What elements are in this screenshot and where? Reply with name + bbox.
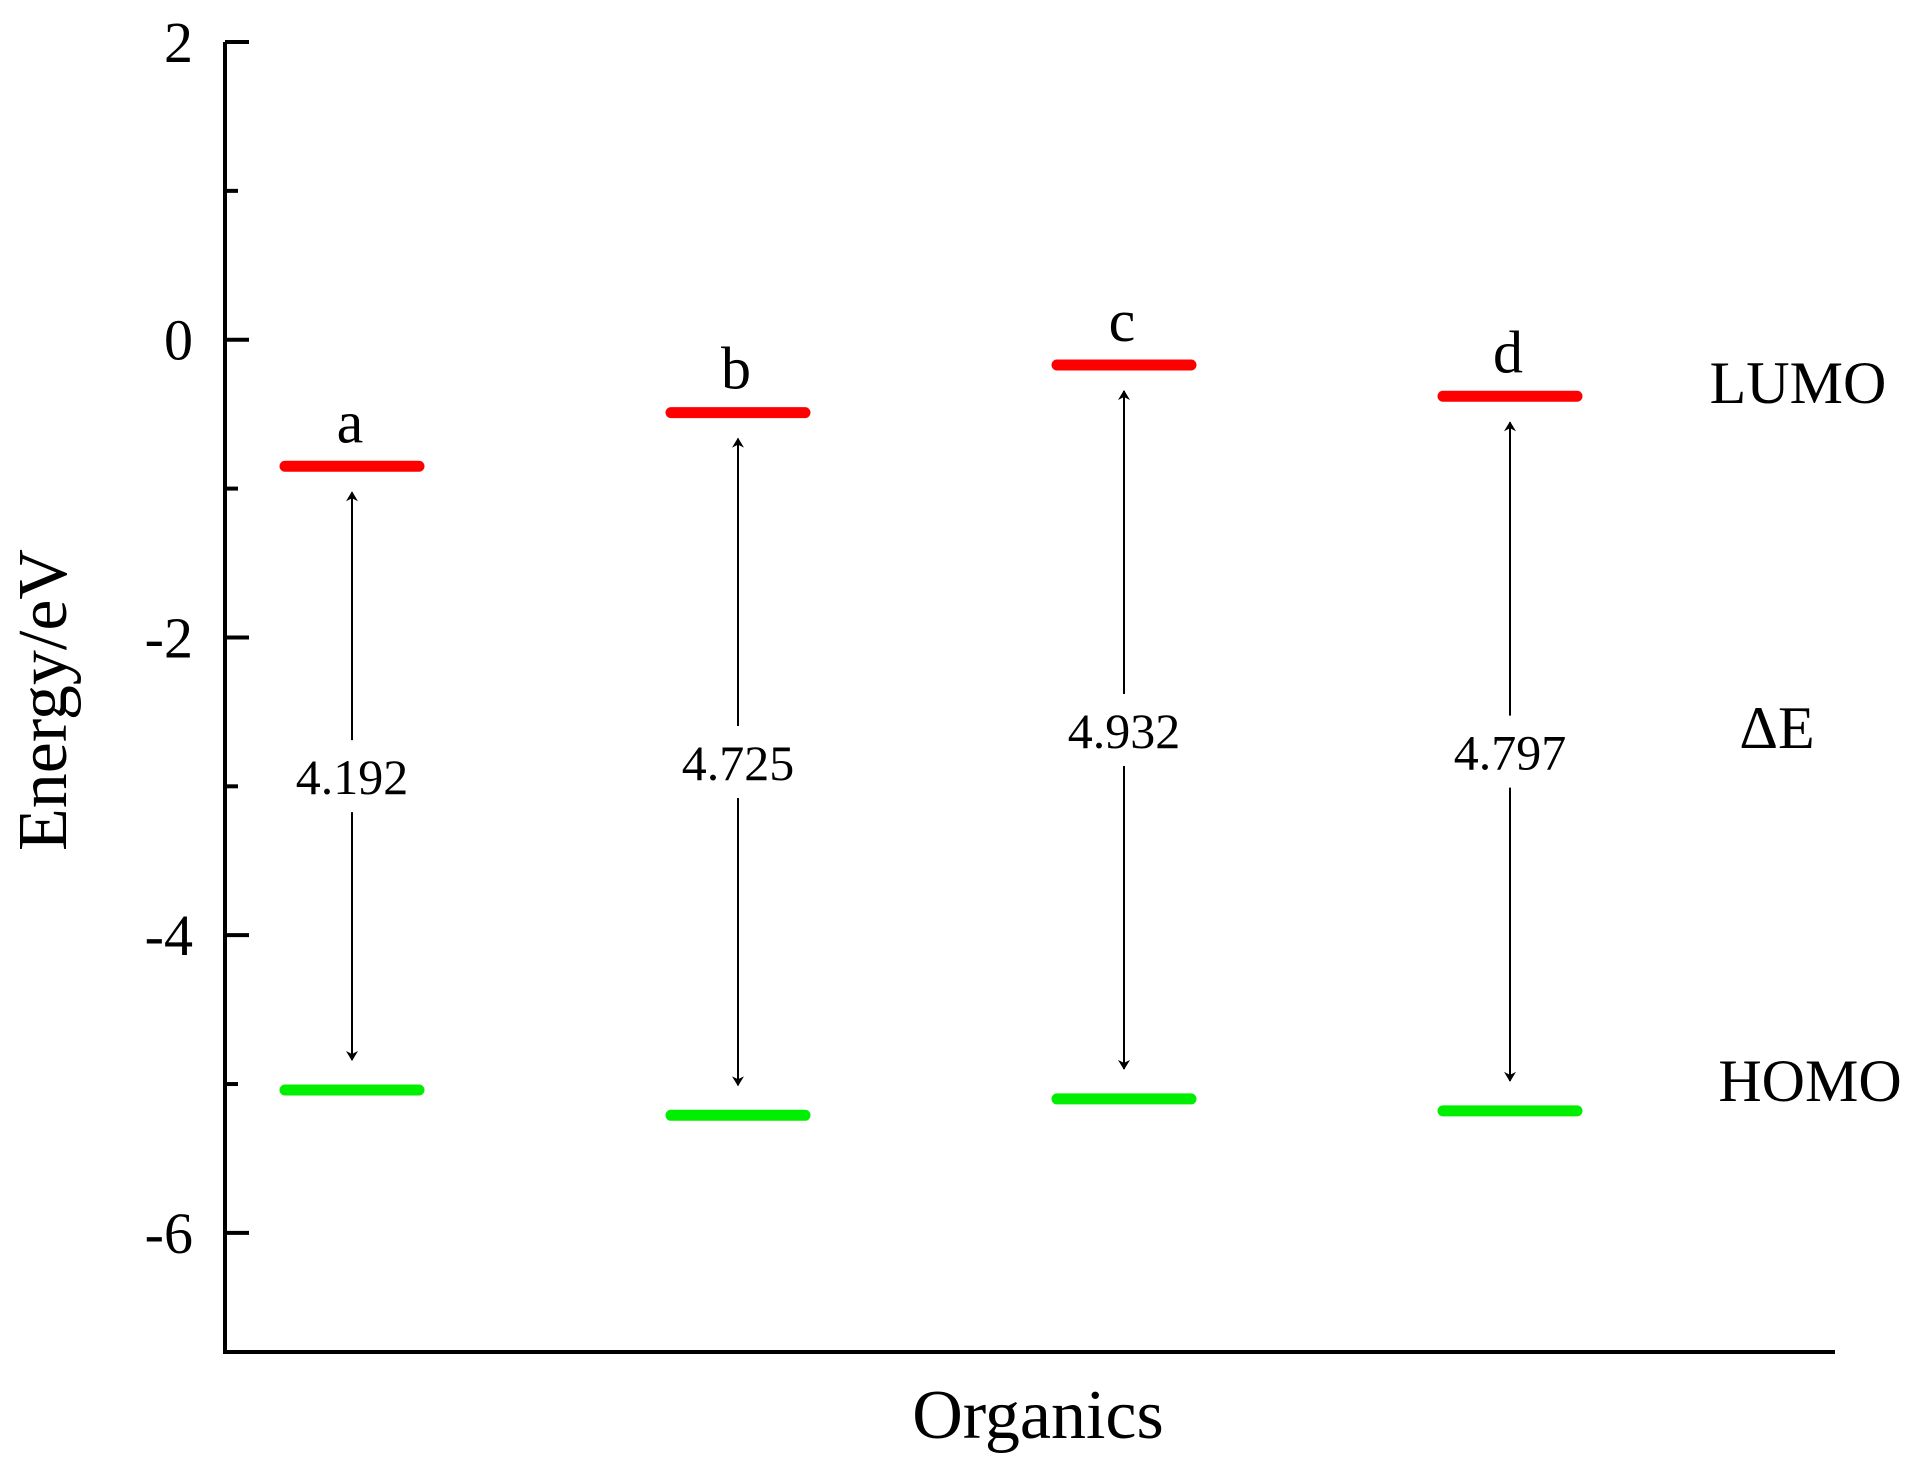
gap-value-c: 4.932 <box>1068 703 1181 759</box>
y-tick-label: -4 <box>145 903 193 968</box>
x-axis-title: Organics <box>912 1377 1163 1454</box>
gap-value-b: 4.725 <box>682 735 795 791</box>
y-tick-label: -6 <box>145 1201 193 1266</box>
y-tick-label: -2 <box>145 605 193 670</box>
category-label-a: a <box>337 389 364 455</box>
category-label-b: b <box>721 336 751 402</box>
y-axis-title: Energy/eV <box>5 549 82 851</box>
gap-arrows: 4.192 4.725 4.932 4.797 <box>296 390 1567 1087</box>
homo-side-label: HOMO <box>1718 1048 1901 1114</box>
y-tick-label: 0 <box>164 308 193 373</box>
lumo-side-label: LUMO <box>1710 350 1887 416</box>
level-bars: a b c d <box>279 288 1583 1121</box>
gap-value-d: 4.797 <box>1454 725 1567 781</box>
category-label-d: d <box>1493 319 1523 385</box>
gap-value-a: 4.192 <box>296 749 409 805</box>
y-tick-label: 2 <box>164 10 193 75</box>
delta-e-side-label: ΔE <box>1739 695 1814 761</box>
y-ticks: 2 0 -2 -4 -6 <box>145 10 249 1266</box>
category-label-c: c <box>1109 288 1136 354</box>
